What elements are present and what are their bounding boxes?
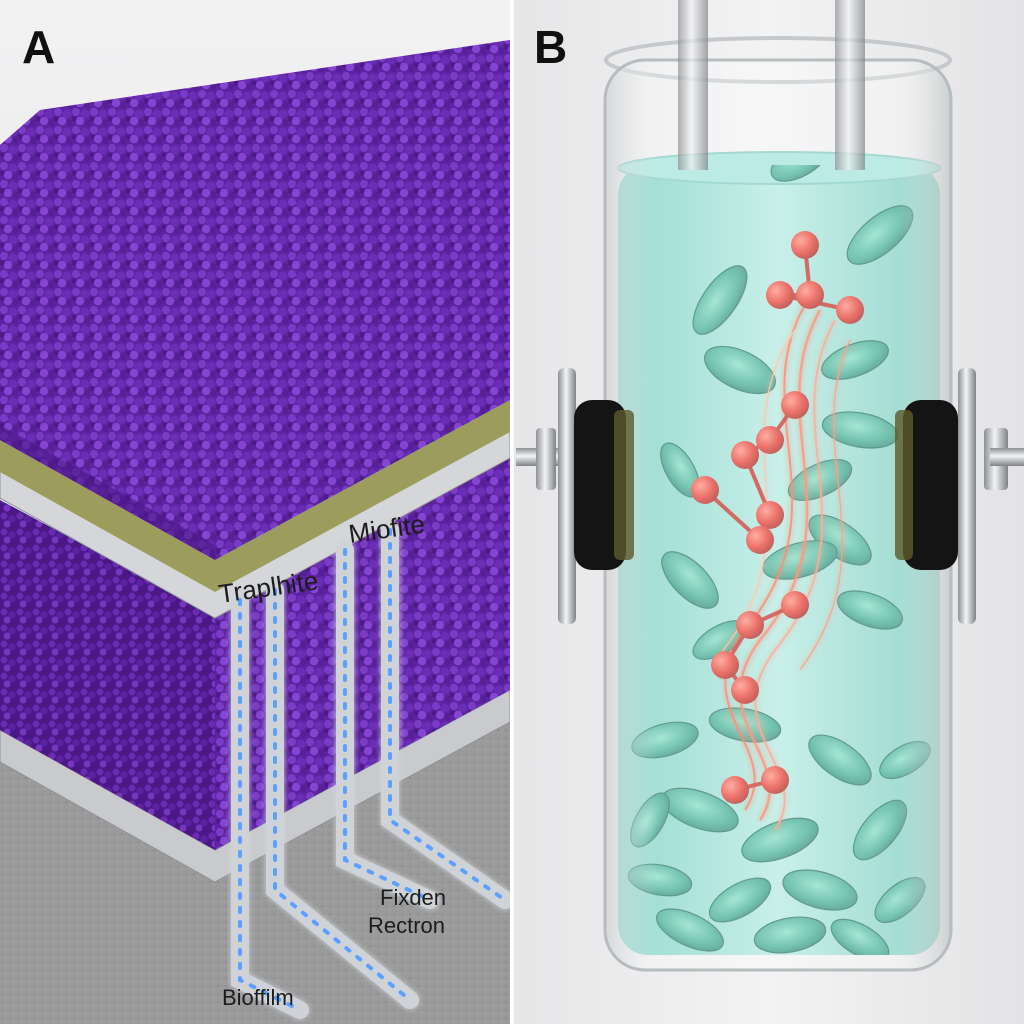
biofilm-top: [0, 40, 510, 560]
electrode-clamp-left-icon: [516, 368, 634, 624]
electron-label-line2: Rectron: [368, 913, 445, 938]
electrode-rod-left: [678, 0, 708, 170]
electron-label-line1: Fixden: [380, 885, 446, 910]
biofilm-lower-right-face: [215, 455, 510, 850]
nanowires: [231, 521, 510, 1019]
panel-b-letter: B: [534, 21, 567, 73]
biofilm-label: Bioffilm: [222, 985, 294, 1010]
electrode-rod-right: [835, 0, 865, 170]
conductive-layer: [0, 400, 510, 592]
panel-a: A Traplhite Miofite Fixden Rectron Bioff…: [0, 0, 510, 1024]
panel-b: B: [514, 0, 1024, 1024]
panel-divider: [510, 0, 514, 1024]
electrode-clamp-right-icon: [895, 368, 1024, 624]
panel-a-letter: A: [22, 21, 55, 73]
